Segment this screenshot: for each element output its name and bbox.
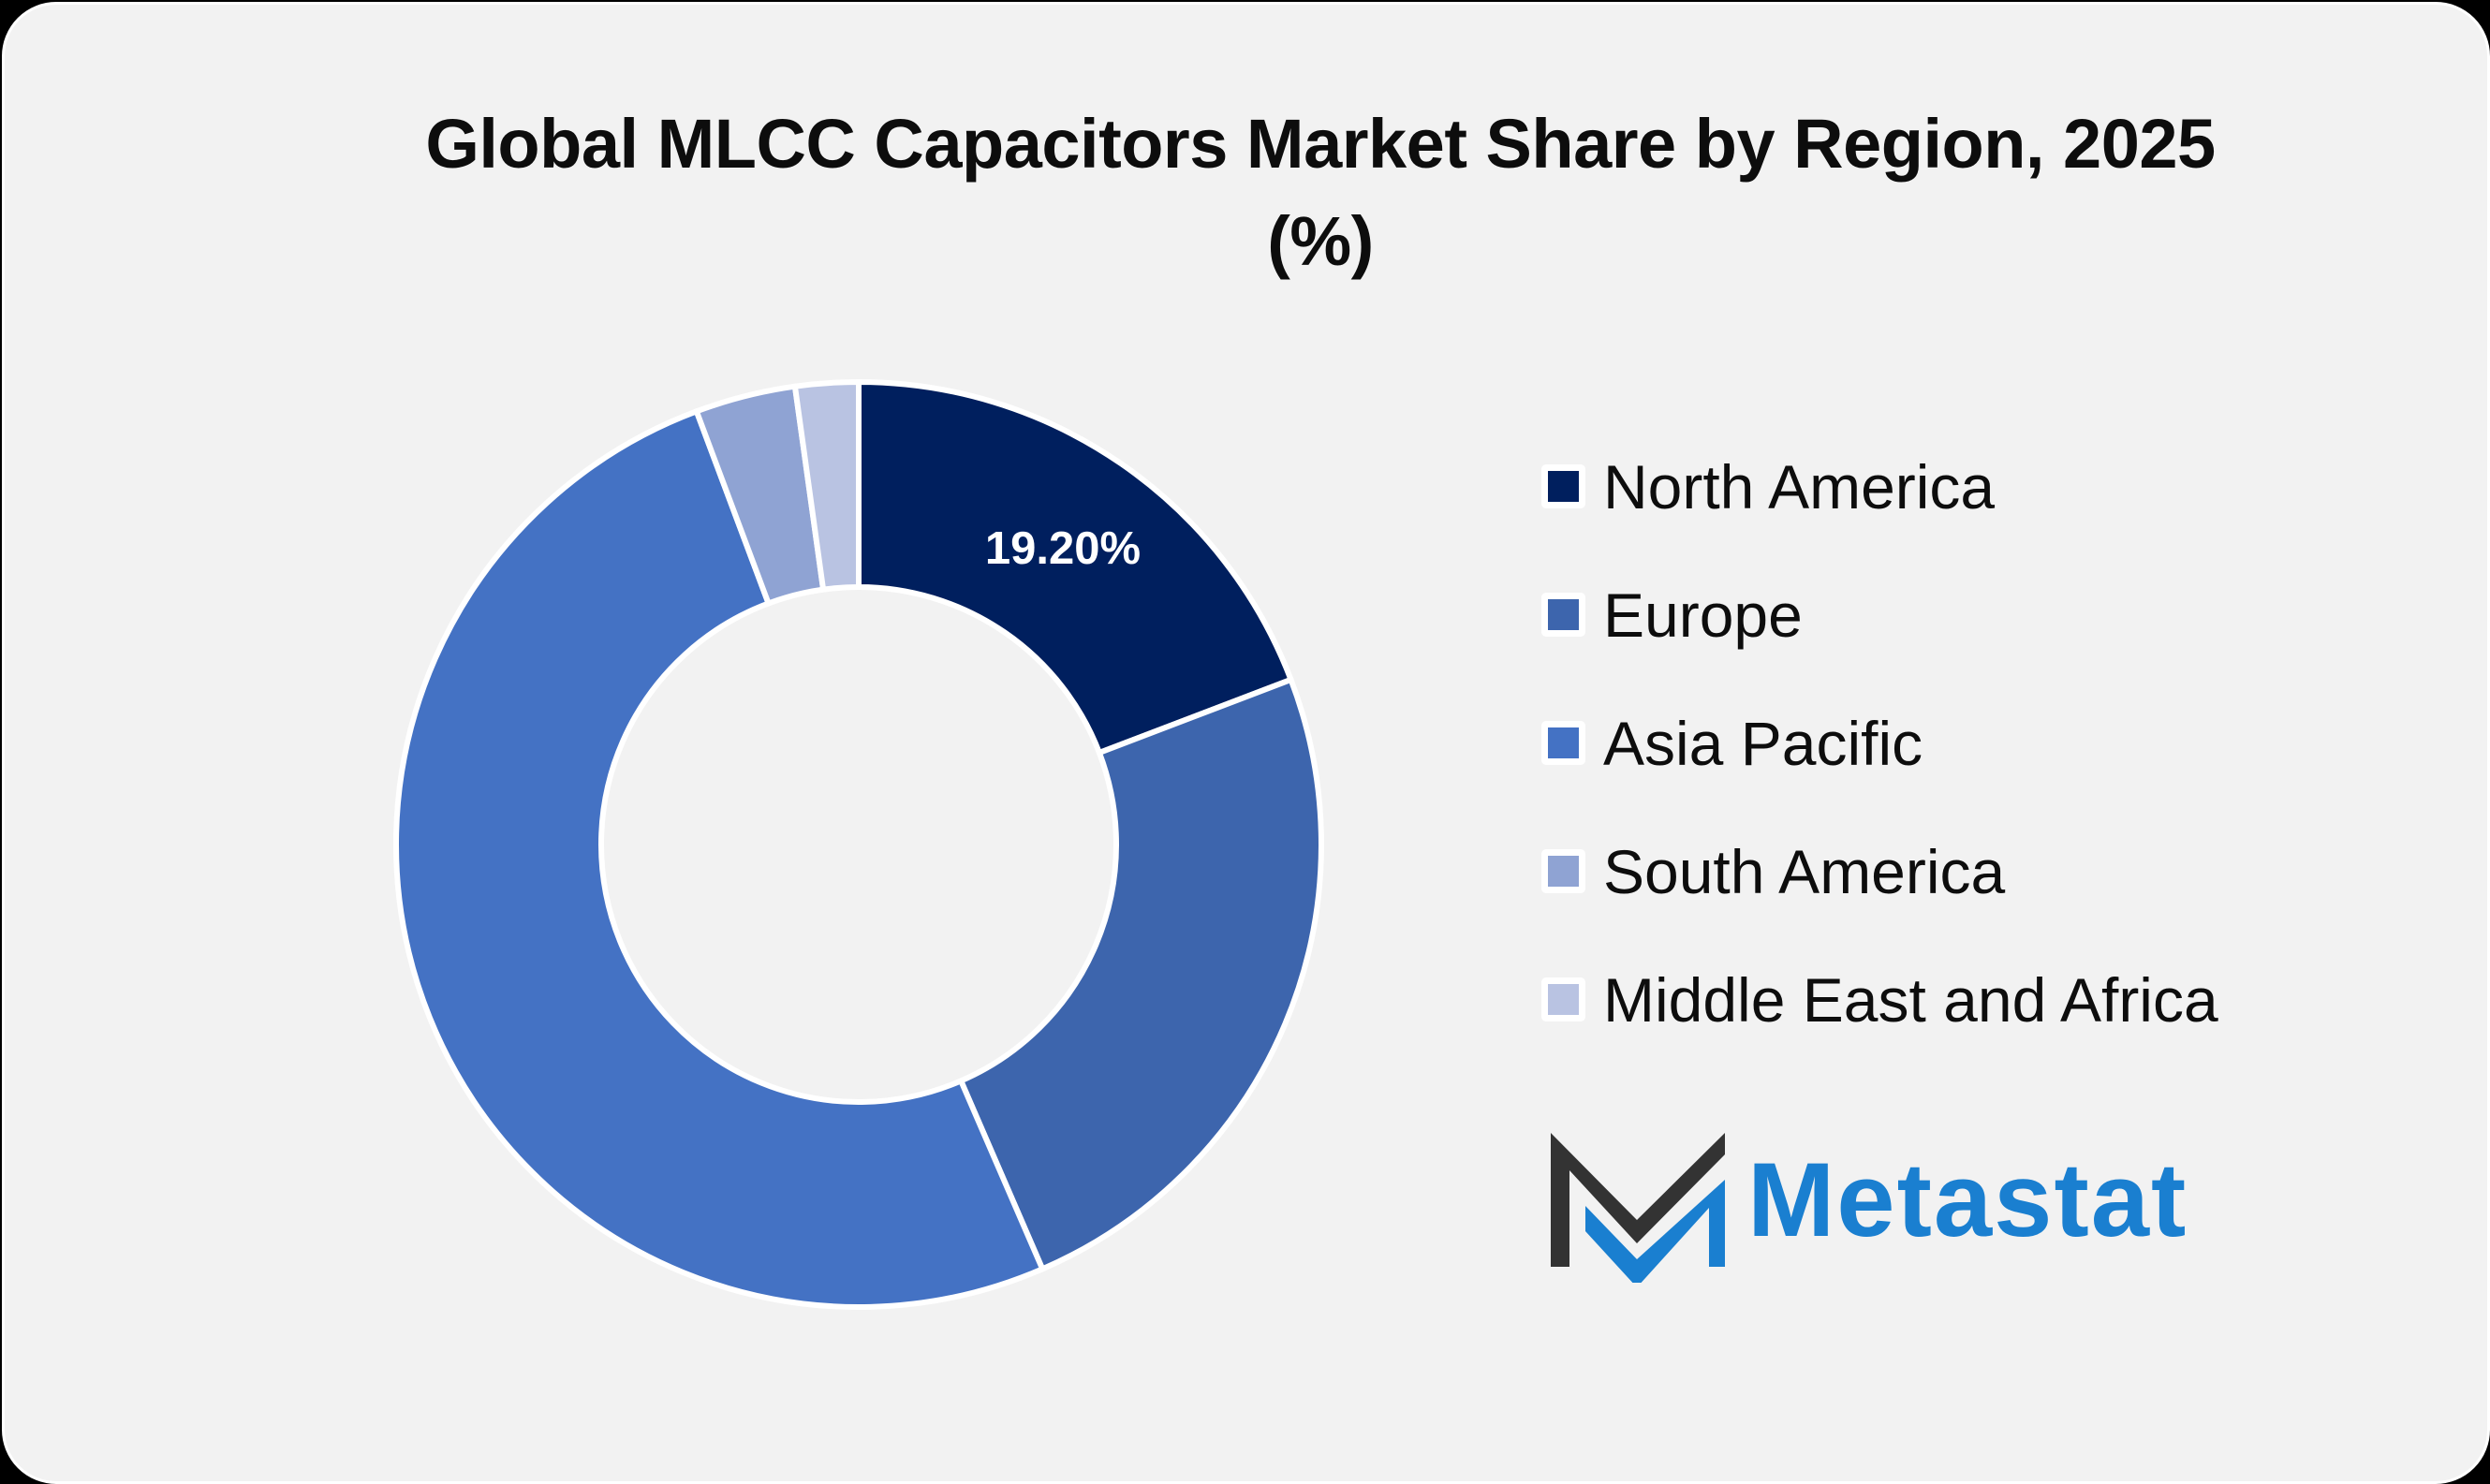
legend-item-europe[interactable]: Europe: [1541, 580, 2291, 650]
metastat-logo-icon: [1551, 1133, 1725, 1283]
chart-title: Global MLCC Capacitors Market Share by R…: [425, 105, 2216, 183]
logo-mark-dark: [1551, 1133, 1725, 1267]
legend-item-north-america[interactable]: North America: [1541, 452, 2291, 522]
chart-title-unit: (%): [1267, 202, 1374, 280]
slice-label-north-america: 19.20%: [984, 523, 1142, 574]
legend-item-asia-pacific[interactable]: Asia Pacific: [1541, 709, 2291, 778]
legend-swatch-icon: [1541, 721, 1585, 765]
logo-mark-blue: [1585, 1180, 1725, 1283]
donut-slice-asia-pacific[interactable]: [393, 407, 1047, 1311]
legend-swatch-icon: [1541, 593, 1585, 637]
legend-swatch-icon: [1541, 849, 1585, 893]
legend-label: Middle East and Africa: [1603, 965, 2218, 1035]
brand-name: Metastat: [1747, 1141, 2188, 1258]
legend-swatch-icon: [1541, 464, 1585, 508]
donut-slice-middle-east-and-africa[interactable]: [791, 378, 862, 594]
donut-slice-europe[interactable]: [957, 676, 1324, 1273]
legend-label: South America: [1603, 837, 2006, 906]
legend-item-middle-east-and-africa[interactable]: Middle East and Africa: [1541, 965, 2291, 1035]
legend-label: Asia Pacific: [1603, 709, 1923, 778]
donut-slice-north-america[interactable]: [856, 378, 1295, 757]
legend-label: North America: [1603, 452, 1996, 522]
legend-swatch-icon: [1541, 977, 1585, 1021]
donut-slices: [393, 378, 1324, 1311]
legend-label: Europe: [1603, 580, 1803, 650]
legend-item-south-america[interactable]: South America: [1541, 837, 2291, 906]
